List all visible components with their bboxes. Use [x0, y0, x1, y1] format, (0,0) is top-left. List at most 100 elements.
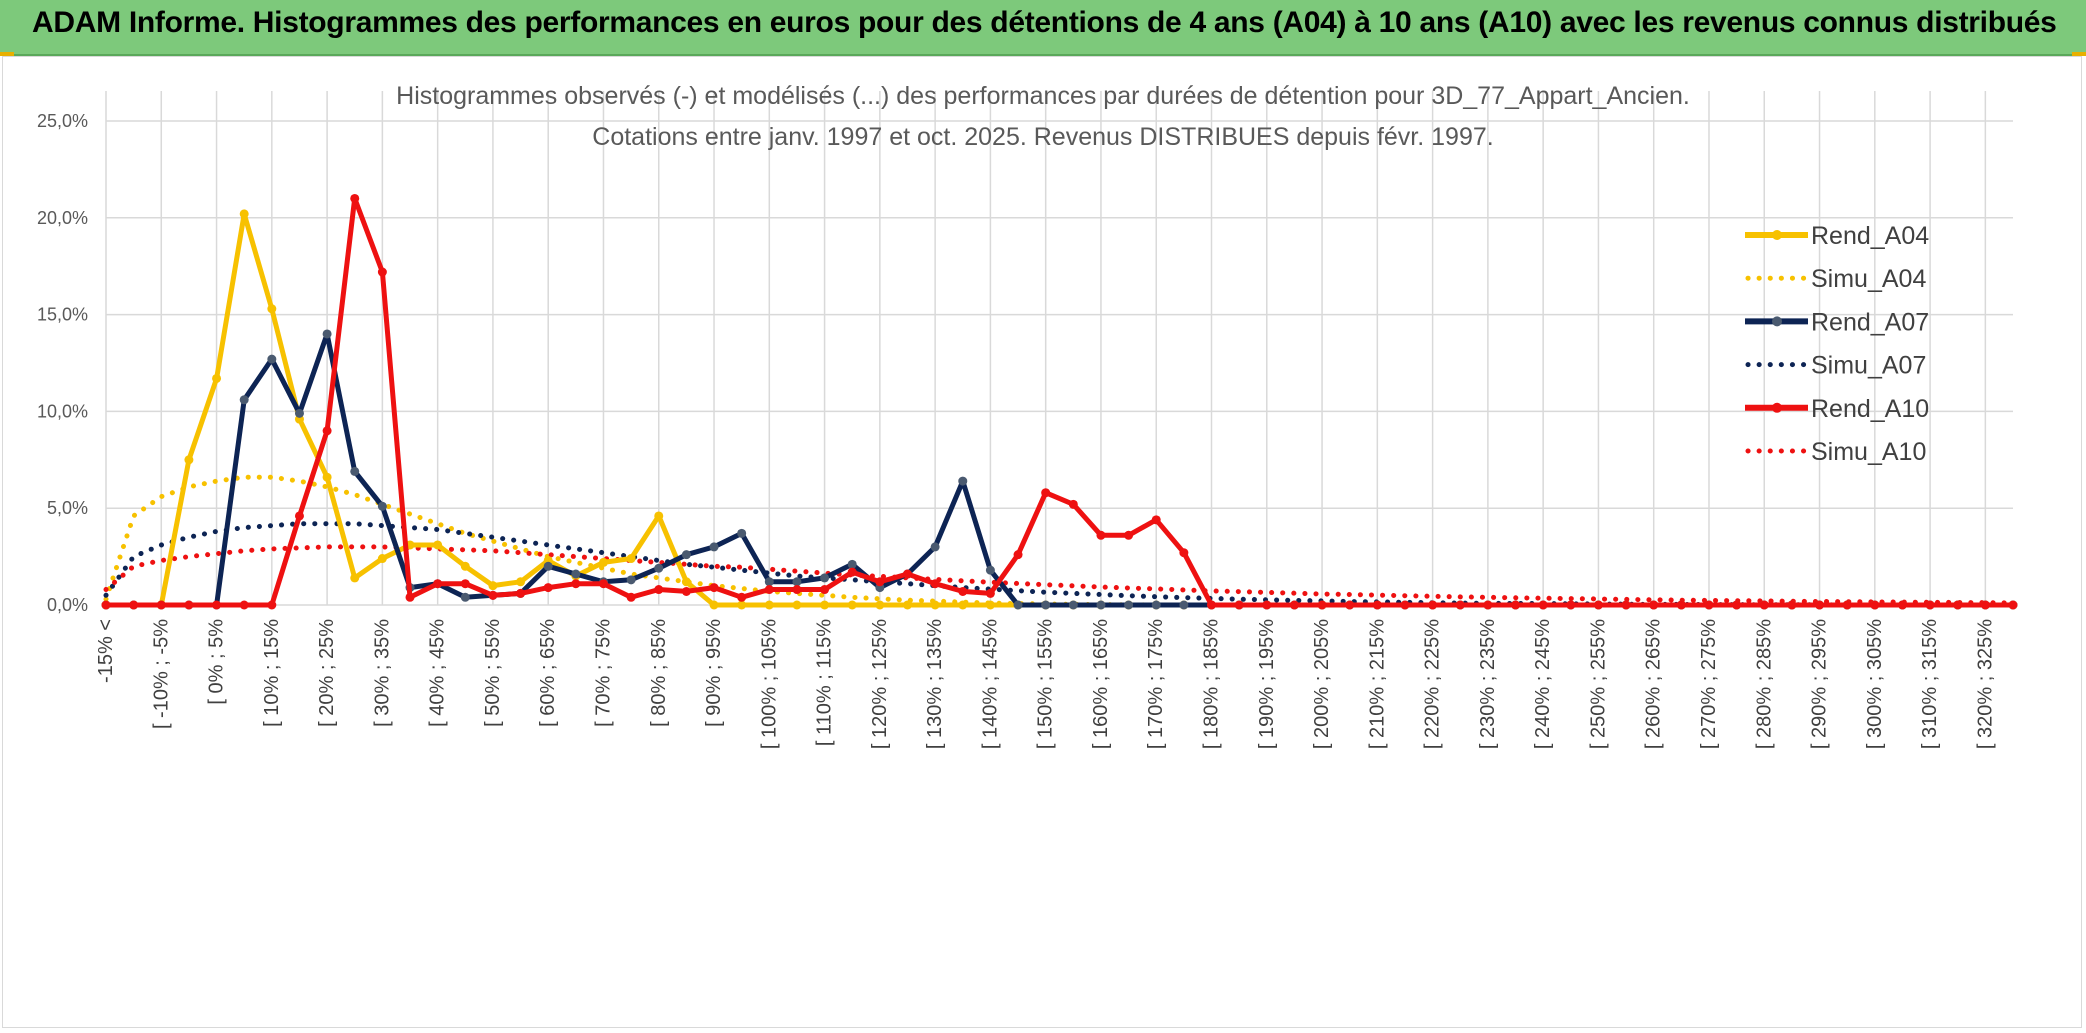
series-point-rend-a10	[1400, 600, 1410, 610]
series-point-rend-a07	[1179, 600, 1189, 610]
legend-label-rend-a10: Rend_A10	[1811, 395, 1929, 423]
series-point-rend-a10	[2008, 600, 2018, 610]
series-line-rend-a10	[106, 195, 2013, 608]
x-tick-label: [ 0% ; 5%	[206, 619, 228, 705]
y-tick-label: 20,0%	[37, 208, 88, 228]
series-point-rend-a10	[1013, 550, 1023, 560]
series-point-rend-a04	[985, 600, 995, 610]
series-point-rend-a10	[543, 583, 553, 593]
series-point-rend-a07	[1068, 600, 1078, 610]
series-point-rend-a04	[792, 600, 802, 610]
series-point-rend-a10	[930, 579, 940, 589]
series-point-rend-a07	[792, 577, 802, 587]
legend: Rend_A04 Simu_A04 Rend_A07 Simu_A07 Rend_A10…	[1745, 222, 1929, 466]
series-point-rend-a10	[737, 592, 747, 602]
series-point-rend-a10	[1953, 600, 1963, 610]
series-point-rend-a10	[156, 600, 166, 610]
x-tick-label: [ 120% ; 125%	[869, 619, 891, 749]
series-point-rend-a07	[681, 550, 691, 560]
series-point-rend-a10	[212, 600, 222, 610]
series-point-rend-a10	[1566, 600, 1576, 610]
x-tick-label: [ 200% ; 205%	[1311, 619, 1333, 749]
series-point-rend-a07	[737, 528, 747, 538]
x-tick-label: [ 230% ; 235%	[1477, 619, 1499, 749]
series-point-rend-a04	[902, 600, 912, 610]
series-point-rend-a10	[405, 592, 415, 602]
series-point-rend-a04	[350, 573, 360, 583]
x-tick-label: [ -10% ; -5%	[150, 619, 172, 729]
series-point-rend-a07	[820, 573, 830, 583]
series-point-rend-a10	[598, 579, 608, 589]
series-point-rend-a07	[930, 542, 940, 552]
x-tick-label: [ 300% ; 305%	[1864, 619, 1886, 749]
series-point-rend-a07	[267, 354, 277, 364]
series-point-rend-a10	[350, 193, 360, 203]
series-point-rend-a10	[1649, 600, 1659, 610]
x-tick-label: [ 60% ; 65%	[537, 619, 559, 727]
x-tick-label: [ 280% ; 285%	[1753, 619, 1775, 749]
series-point-rend-a04	[626, 554, 636, 564]
x-tick-label: [ 30% ; 35%	[371, 619, 393, 727]
series-point-rend-a10	[433, 579, 443, 589]
series-point-rend-a07	[294, 408, 304, 418]
series-point-rend-a10	[1732, 600, 1742, 610]
series-point-rend-a07	[377, 501, 387, 511]
series-point-rend-a10	[1455, 600, 1465, 610]
series-point-rend-a07	[571, 569, 581, 579]
x-tick-label: [ 260% ; 265%	[1643, 619, 1665, 749]
series-point-rend-a10	[571, 579, 581, 589]
x-tick-label: [ 190% ; 195%	[1256, 619, 1278, 749]
legend-label-rend-a04: Rend_A04	[1811, 222, 1929, 250]
series-point-rend-a10	[1842, 600, 1852, 610]
header-corner-mark-right	[2072, 52, 2086, 56]
series-point-rend-a10	[1262, 600, 1272, 610]
series-point-rend-a04	[322, 472, 332, 482]
series-point-rend-a07	[239, 395, 249, 405]
series-point-rend-a10	[902, 569, 912, 579]
legend-label-simu-a04: Simu_A04	[1811, 265, 1926, 293]
series-point-rend-a10	[875, 577, 885, 587]
legend-label-simu-a07: Simu_A07	[1811, 352, 1926, 380]
series-point-rend-a04	[516, 577, 526, 587]
series-point-rend-a10	[488, 590, 498, 600]
series-point-rend-a04	[681, 577, 691, 587]
series-point-rend-a10	[1372, 600, 1382, 610]
series-point-rend-a07	[764, 577, 774, 587]
x-tick-label: [ 210% ; 215%	[1366, 619, 1388, 749]
series-point-rend-a10	[1041, 488, 1051, 498]
x-tick-label: [ 220% ; 225%	[1422, 619, 1444, 749]
series-point-rend-a07	[543, 561, 553, 571]
x-tick-label: [ 310% ; 315%	[1919, 619, 1941, 749]
series-line-simu-a10	[103, 544, 2016, 606]
x-tick-label: [ 240% ; 245%	[1532, 619, 1554, 749]
series-point-rend-a10	[1317, 600, 1327, 610]
series-point-rend-a04	[820, 600, 830, 610]
series-point-rend-a04	[377, 554, 387, 564]
legend-marker-rend-a04	[1772, 230, 1782, 240]
series-line-simu-a07	[103, 521, 2016, 608]
x-tick-label: [ 270% ; 275%	[1698, 619, 1720, 749]
series-point-rend-a10	[516, 588, 526, 598]
series-point-rend-a04	[654, 511, 664, 521]
series-point-rend-a07	[460, 592, 470, 602]
series-point-rend-a10	[1676, 600, 1686, 610]
series-point-rend-a10	[1068, 499, 1078, 509]
report-title: ADAM Informe. Histogrammes des performan…	[32, 6, 2057, 39]
series-point-rend-a10	[1483, 600, 1493, 610]
legend-marker-rend-a07	[1772, 316, 1782, 327]
series-point-rend-a10	[764, 585, 774, 595]
x-tick-label: [ 110% ; 115%	[814, 619, 836, 746]
series-point-rend-a10	[1870, 600, 1880, 610]
x-tick-label: [ 180% ; 185%	[1201, 619, 1223, 749]
series-point-rend-a07	[1151, 600, 1161, 610]
x-tick-label: [ 290% ; 295%	[1809, 619, 1831, 749]
series-point-rend-a10	[820, 585, 830, 595]
series-point-rend-a10	[1925, 600, 1935, 610]
series-point-rend-a04	[433, 540, 443, 550]
series-point-rend-a10	[267, 600, 277, 610]
series-point-rend-a07	[350, 466, 360, 476]
series-point-rend-a04	[764, 600, 774, 610]
header-corner-mark-left	[0, 52, 14, 56]
series-point-rend-a10	[1179, 548, 1189, 558]
series-point-rend-a10	[377, 267, 387, 277]
